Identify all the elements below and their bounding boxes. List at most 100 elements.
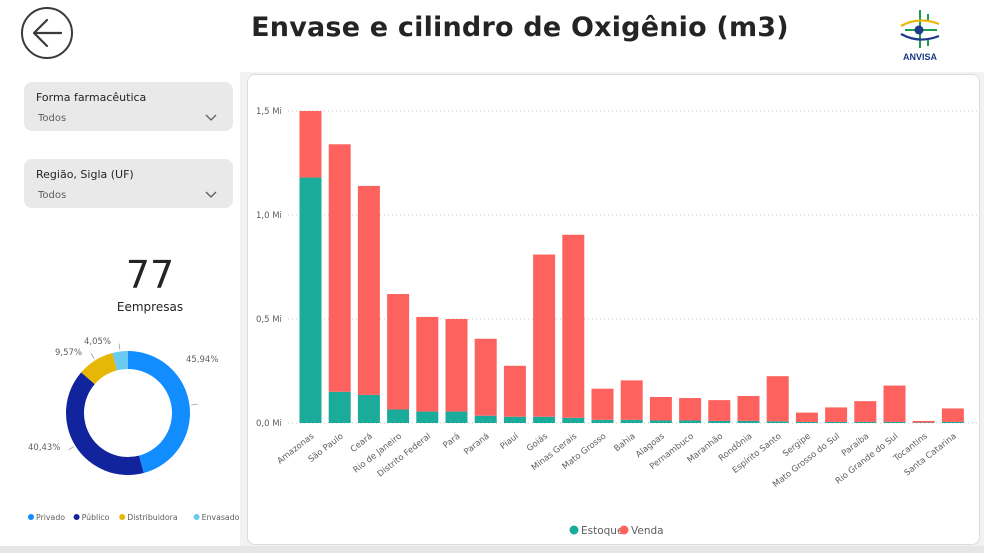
bar-estoque[interactable] — [883, 421, 906, 423]
bar-estoque[interactable] — [387, 409, 410, 423]
bar-estoque[interactable] — [766, 421, 789, 423]
donut-slice-público[interactable] — [66, 372, 144, 475]
leader-line — [68, 446, 74, 451]
leader-line — [90, 353, 95, 359]
donut-data-label: 9,57% — [55, 348, 82, 358]
donut-chart-svg: 45,94% 40,43% 9,57%4,05% Privado Público Dist… — [28, 337, 248, 522]
bar-estoque[interactable] — [854, 421, 877, 423]
back-button[interactable] — [21, 7, 73, 59]
legend-label: Público — [82, 513, 110, 522]
bar-venda[interactable] — [737, 395, 760, 421]
bar-venda[interactable] — [328, 144, 351, 392]
filter-title: Forma farmacêutica — [36, 91, 147, 104]
leader-line — [118, 343, 121, 350]
x-tick-label: Bahia — [612, 431, 637, 454]
donut-slice-envasadora[interactable] — [112, 351, 128, 371]
filter-value[interactable]: Todos — [38, 113, 67, 124]
donut-data-label: 40,43% — [28, 443, 60, 453]
arrow-left-icon — [32, 18, 63, 48]
legend-label: Venda — [631, 525, 664, 537]
anvisa-logo: ANVISA — [895, 8, 945, 66]
bar-estoque[interactable] — [620, 419, 643, 423]
chevron-down-icon[interactable] — [205, 114, 217, 122]
kpi-label: Eempresas — [116, 300, 184, 314]
legend-label: Distribuidora — [127, 513, 178, 522]
x-tick-label: Santa Catarina — [903, 431, 959, 478]
legend-marker — [193, 514, 200, 520]
bar-estoque[interactable] — [649, 420, 672, 423]
bar-venda[interactable] — [708, 400, 731, 421]
bar-venda[interactable] — [357, 185, 380, 395]
bar-estoque[interactable] — [795, 421, 818, 423]
y-tick-label: 0,5 Mi — [256, 315, 282, 325]
bar-venda[interactable] — [941, 408, 964, 422]
legend-marker — [28, 514, 34, 520]
bar-venda[interactable] — [474, 338, 497, 416]
bar-estoque[interactable] — [679, 420, 702, 423]
donut-data-label: 45,94% — [186, 355, 218, 365]
bar-venda[interactable] — [299, 111, 322, 178]
donut-data-label: 4,05% — [84, 337, 111, 347]
x-tick-label: Goiás — [525, 431, 550, 454]
left-panel: Forma farmacêutica Todos Região, Sigla (… — [0, 72, 240, 546]
bar-venda[interactable] — [562, 234, 585, 418]
bar-venda[interactable] — [766, 376, 789, 422]
bar-venda[interactable] — [503, 365, 526, 417]
bar-chart-card: 1,5 Mi 1,0 Mi 0,5 Mi 0,0 Mi Amazonas São Paul… — [247, 74, 980, 545]
bar-estoque[interactable] — [503, 416, 526, 423]
filter-title: Região, Sigla (UF) — [36, 168, 134, 181]
filter-value[interactable]: Todos — [38, 190, 67, 201]
bar-venda[interactable] — [591, 388, 614, 420]
bar-venda[interactable] — [679, 398, 702, 421]
bar-venda[interactable] — [825, 407, 848, 422]
donut-slice-distribuidora[interactable] — [81, 352, 117, 385]
bar-estoque[interactable] — [591, 419, 614, 423]
bar-venda[interactable] — [795, 412, 818, 422]
bar-estoque[interactable] — [474, 415, 497, 423]
y-tick-label: 1,5 Mi — [256, 107, 282, 117]
bottom-bar — [0, 546, 984, 553]
legend-marker — [619, 525, 629, 535]
x-tick-label: Paraná — [462, 431, 491, 457]
bar-venda[interactable] — [416, 316, 439, 412]
filter-forma-farmaceutica[interactable]: Forma farmacêutica Todos — [24, 82, 233, 131]
y-tick-label: 0,0 Mi — [256, 419, 282, 429]
filter-regiao-uf[interactable]: Região, Sigla (UF) Todos — [24, 159, 233, 208]
bar-venda[interactable] — [649, 397, 672, 421]
y-tick-label: 1,0 Mi — [256, 211, 282, 221]
bar-estoque[interactable] — [357, 394, 380, 423]
bar-estoque[interactable] — [416, 411, 439, 423]
bar-estoque[interactable] — [737, 420, 760, 423]
bar-venda[interactable] — [912, 420, 935, 423]
bar-venda[interactable] — [620, 380, 643, 420]
logo-text: ANVISA — [902, 52, 937, 62]
bar-estoque[interactable] — [445, 411, 468, 423]
bar-estoque[interactable] — [708, 420, 731, 423]
bar-estoque[interactable] — [533, 416, 556, 423]
bar-venda[interactable] — [533, 254, 556, 417]
bar-estoque[interactable] — [328, 391, 351, 423]
legend-label: Estoque — [581, 525, 623, 537]
bar-estoque[interactable] — [825, 421, 848, 423]
bar-estoque[interactable] — [941, 421, 964, 423]
donut-chart: 45,94% 40,43% 9,57% 4,05% Privado Público Dist… — [0, 332, 248, 532]
donut-slice-privado[interactable] — [128, 351, 191, 473]
x-tick-label: Distrito Federal — [376, 431, 433, 479]
bar-venda[interactable] — [387, 294, 410, 410]
leader-line — [191, 403, 198, 406]
legend-label: Privado — [36, 513, 65, 522]
x-tick-label: Piauí — [499, 431, 522, 452]
legend-marker — [569, 525, 579, 535]
bar-venda[interactable] — [854, 401, 877, 422]
bar-venda[interactable] — [445, 319, 468, 412]
anvisa-emblem-icon — [900, 10, 940, 48]
page-title: Envase e cilindro de Oxigênio (m3) — [251, 12, 789, 43]
legend-marker — [119, 514, 126, 520]
bar-estoque[interactable] — [562, 417, 585, 423]
chevron-down-icon[interactable] — [205, 191, 217, 199]
bar-venda[interactable] — [883, 385, 906, 422]
bar-estoque[interactable] — [299, 177, 322, 423]
header-bar: Envase e cilindro de Oxigênio (m3) ANVIS… — [0, 0, 984, 72]
legend-marker — [73, 514, 80, 520]
